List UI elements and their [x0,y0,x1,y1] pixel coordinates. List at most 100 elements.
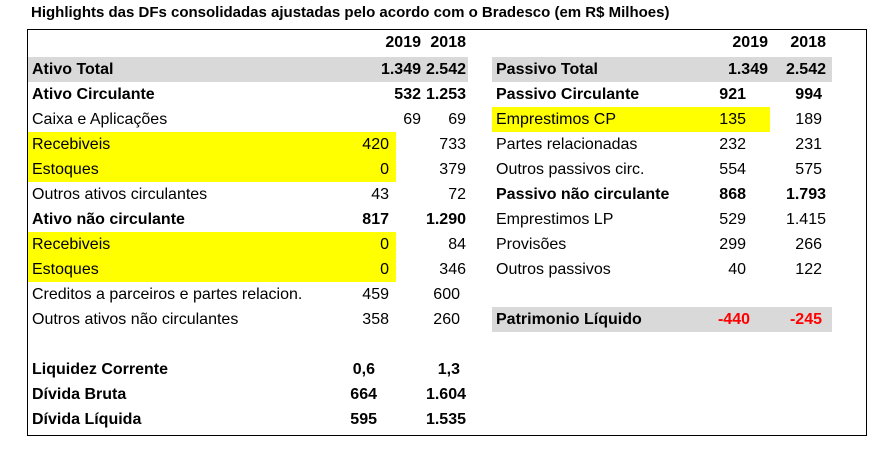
value-2019: 532 [394,86,421,103]
value-2019: 1.349 [727,61,768,78]
value-2018: 1.415 [785,211,826,228]
financial-table: 2019 2018 Ativo Total 1.349 2.542 Ativo … [27,29,867,436]
highlight-band [28,157,396,182]
highlight-band [28,257,396,282]
value-2018: 84 [448,236,466,253]
value-2018: 733 [439,136,466,153]
value-2019: 921 [719,86,746,103]
row-label: Ativo não circulante [32,211,185,228]
table-row-liquidez: Liquidez Corrente 0,6 1,3 [28,357,468,382]
value-2019: 69 [403,111,421,128]
table-row-partes-relacionadas: Partes relacionadas 232 231 [492,132,832,157]
value-2019: 0 [380,236,389,253]
value-2019: 299 [719,236,746,253]
row-label: Ativo Circulante [32,86,155,103]
table-row-outros-ativos-circ: Outros ativos circulantes 43 72 [28,182,468,207]
row-label: Outros ativos circulantes [32,186,208,203]
value-2019: 664 [350,386,377,403]
right-header-row: 2019 2018 [492,30,832,55]
value-2018: 1.253 [425,86,466,103]
value-2018: 575 [795,161,822,178]
right-header-2019: 2019 [732,34,768,51]
value-2019: 868 [719,186,746,203]
value-2018: 994 [795,86,822,103]
row-label: Passivo Total [496,61,598,78]
row-label: Outros ativos não circulantes [32,311,239,328]
table-row-divida-bruta: Dívida Bruta 664 1.604 [28,382,468,407]
table-row-recebiveis-circ: Recebiveis 420 733 [28,132,468,157]
right-header-2018: 2018 [790,34,826,51]
table-row-ativo-circulante: Ativo Circulante 532 1.253 [28,82,468,107]
value-2019: 358 [362,311,389,328]
row-label: Recebiveis [32,236,111,253]
table-row-outros-passivos-circ: Outros passivos circ. 554 575 [492,157,832,182]
value-2018: 600 [433,286,460,303]
row-label: Partes relacionadas [496,136,638,153]
value-2019: -440 [717,311,750,328]
highlight-band [492,107,770,132]
value-2019: 43 [371,186,389,203]
value-2018: 69 [448,111,466,128]
table-row-outros-ativos-nao-circ: Outros ativos não circulantes 358 260 [28,307,468,332]
value-2018: 1.290 [425,211,466,228]
table-row-estoques-lp: Estoques 0 346 [28,257,468,282]
highlight-band [28,232,396,257]
table-row-passivo-circulante: Passivo Circulante 921 994 [492,82,832,107]
value-2018: 72 [448,186,466,203]
value-2018: 1.604 [425,386,466,403]
table-row-creditos-parceiros: Creditos a parceiros e partes relacion. … [28,282,468,307]
row-label: Provisões [496,236,567,253]
row-label: Outros passivos [496,261,611,278]
highlight-band [28,132,396,157]
row-label: Liquidez Corrente [32,361,169,378]
row-label: Passivo não circulante [496,186,670,203]
table-row-emprestimos-lp: Emprestimos LP 529 1.415 [492,207,832,232]
table-row-estoques-circ: Estoques 0 379 [28,157,468,182]
row-label: Creditos a parceiros e partes relacion. [32,286,303,303]
value-2019: 0 [380,161,389,178]
left-header-2019: 2019 [385,34,421,51]
table-row-passivo-total: Passivo Total 1.349 2.542 [492,57,832,82]
table-row-provisoes: Provisões 299 266 [492,232,832,257]
value-2018: 231 [795,136,822,153]
value-2018: 1.535 [425,411,466,428]
row-label: Outros passivos circ. [496,161,645,178]
value-2018: 1,3 [437,361,460,378]
row-label: Ativo Total [32,61,114,78]
table-row-caixa: Caixa e Aplicações 69 69 [28,107,468,132]
value-2018: 2.542 [425,61,466,78]
row-label: Dívida Bruta [32,386,127,403]
row-label: Estoques [32,161,99,178]
value-2019: 459 [362,286,389,303]
value-2019: 232 [719,136,746,153]
page-title: Highlights das DFs consolidadas ajustada… [31,4,670,21]
value-2018: 346 [439,261,466,278]
table-row-passivo-nao-circulante: Passivo não circulante 868 1.793 [492,182,832,207]
value-2019: 0 [380,261,389,278]
left-header-2018: 2018 [430,34,466,51]
value-2019: 1.349 [380,61,421,78]
table-row-recebiveis-lp: Recebiveis 0 84 [28,232,468,257]
table-row-outros-passivos: Outros passivos 40 122 [492,257,832,282]
row-label: Caixa e Aplicações [32,111,168,128]
value-2019: 817 [362,211,389,228]
table-row-divida-liquida: Dívida Líquida 595 1.535 [28,407,468,432]
value-2018: 260 [433,311,460,328]
value-2018: 1.793 [785,186,826,203]
value-2018: 266 [795,236,822,253]
value-2019: 0,6 [352,361,375,378]
table-row-emprestimos-cp: Emprestimos CP 135 189 [492,107,832,132]
value-2018: 189 [795,111,822,128]
value-2019: 554 [719,161,746,178]
row-label: Dívida Líquida [32,411,142,428]
value-2018: 379 [439,161,466,178]
row-label: Estoques [32,261,99,278]
value-2019: 40 [728,261,746,278]
value-2019: 529 [719,211,746,228]
row-label: Recebiveis [32,136,111,153]
value-2018: -245 [789,311,822,328]
left-header-row: 2019 2018 [28,30,468,55]
value-2019: 135 [719,111,746,128]
value-2019: 420 [362,136,389,153]
table-row-ativo-nao-circulante: Ativo não circulante 817 1.290 [28,207,468,232]
